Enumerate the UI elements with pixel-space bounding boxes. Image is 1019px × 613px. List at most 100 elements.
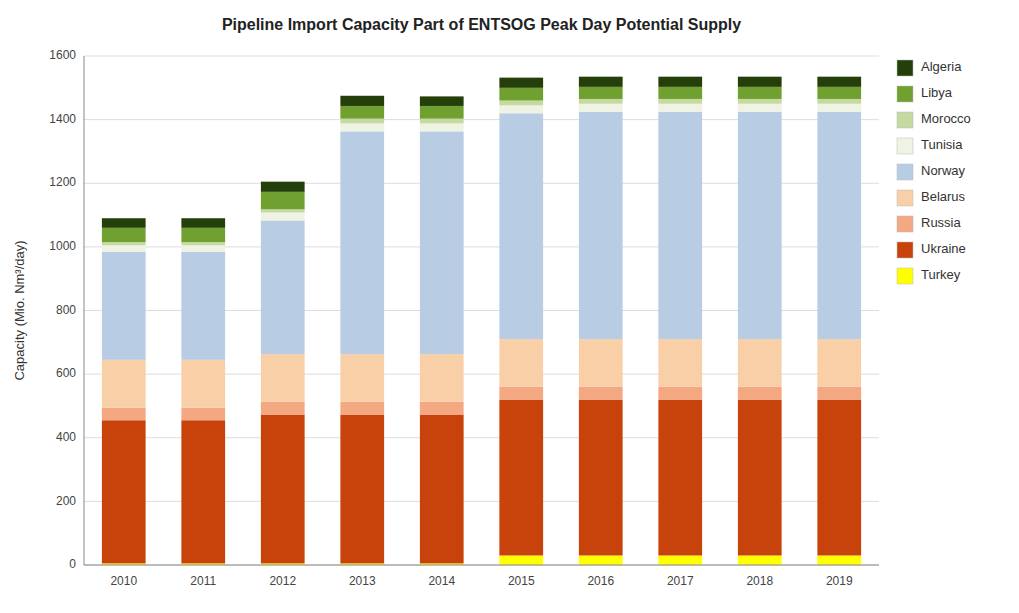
- legend-swatch: [897, 190, 913, 206]
- bar-series: [102, 77, 861, 228]
- bar-segment: [340, 96, 384, 106]
- bar-segment: [340, 123, 384, 131]
- bar-segment: [579, 387, 623, 400]
- bar-segment: [817, 387, 861, 400]
- bar-segment: [499, 88, 543, 101]
- bar-segment: [340, 354, 384, 402]
- bar-segment: [181, 218, 225, 228]
- bar-segment: [102, 218, 146, 228]
- x-tick-label: 2013: [349, 574, 376, 588]
- y-tick-label: 400: [56, 430, 76, 444]
- y-tick-label: 1400: [49, 112, 76, 126]
- bar-segment: [499, 555, 543, 565]
- bar-segment: [102, 252, 146, 360]
- bar-segment: [340, 119, 384, 124]
- bar-segment: [102, 408, 146, 421]
- bar-segment: [181, 242, 225, 245]
- bar-segment: [499, 387, 543, 400]
- y-tick-label: 1600: [49, 48, 76, 62]
- bar-segment: [738, 87, 782, 99]
- bar-segment: [817, 99, 861, 104]
- bar-series: [102, 99, 861, 245]
- bar-segment: [658, 339, 702, 387]
- grid-line: [84, 565, 879, 566]
- legend-label: Algeria: [921, 59, 962, 74]
- x-tick-label: 2011: [190, 574, 216, 588]
- y-tick-label: 200: [56, 494, 76, 508]
- bar-segment: [261, 220, 305, 354]
- bar-segment: [658, 99, 702, 104]
- bar-segment: [340, 106, 384, 119]
- bar-segment: [102, 360, 146, 408]
- bar-segment: [579, 99, 623, 104]
- bar-segment: [420, 123, 464, 131]
- bar-segment: [181, 228, 225, 242]
- y-tick-labels: 02004006008001000120014001600: [49, 48, 76, 571]
- bar-segment: [658, 112, 702, 339]
- bar-segment: [420, 131, 464, 354]
- bar-segment: [181, 420, 225, 563]
- bar-series: [102, 112, 861, 360]
- y-axis-label: Capacity (Mio. Nm³/day): [12, 240, 27, 380]
- bar-segment: [658, 400, 702, 556]
- legend: AlgeriaLibyaMoroccoTunisiaNorwayBelarusR…: [897, 59, 971, 284]
- x-axis-line: [84, 565, 879, 566]
- legend-label: Ukraine: [921, 241, 966, 256]
- bar-segment: [261, 415, 305, 564]
- bar-segment: [420, 402, 464, 415]
- x-tick-label: 2010: [110, 574, 137, 588]
- bar-segment: [658, 387, 702, 400]
- bar-series: [102, 400, 861, 564]
- bar-segment: [738, 339, 782, 387]
- legend-swatch: [897, 242, 913, 258]
- x-tick-label: 2015: [508, 574, 535, 588]
- bar-segment: [499, 101, 543, 106]
- legend-swatch: [897, 86, 913, 102]
- bar-segment: [499, 78, 543, 88]
- bar-segment: [738, 104, 782, 112]
- bar-segment: [579, 87, 623, 99]
- bar-segment: [261, 209, 305, 212]
- bar-segment: [579, 555, 623, 565]
- y-tick-label: 0: [69, 557, 76, 571]
- bar-segment: [579, 112, 623, 339]
- legend-swatch: [897, 164, 913, 180]
- bar-segment: [579, 77, 623, 87]
- bar-segment: [181, 245, 225, 251]
- x-tick-label: 2019: [826, 574, 853, 588]
- bar-series: [102, 104, 861, 252]
- bar-segment: [261, 182, 305, 192]
- bar-segment: [261, 192, 305, 209]
- y-grid: [84, 56, 879, 565]
- bar-segment: [499, 400, 543, 556]
- bar-segment: [658, 77, 702, 87]
- y-tick-label: 1000: [49, 239, 76, 253]
- bar-segment: [102, 242, 146, 245]
- legend-label: Belarus: [921, 189, 966, 204]
- bar-segment: [817, 555, 861, 565]
- legend-swatch: [897, 112, 913, 128]
- bar-segment: [817, 77, 861, 87]
- bars: [102, 77, 861, 565]
- bar-segment: [499, 339, 543, 387]
- legend-label: Tunisia: [921, 137, 963, 152]
- chart-svg: 0200400600800100012001400160020102011201…: [0, 0, 1019, 613]
- bar-segment: [340, 415, 384, 564]
- y-tick-label: 600: [56, 366, 76, 380]
- bar-segment: [738, 77, 782, 87]
- bar-segment: [658, 104, 702, 112]
- y-tick-label: 800: [56, 303, 76, 317]
- chart-container: 0200400600800100012001400160020102011201…: [0, 0, 1019, 613]
- bar-segment: [181, 252, 225, 360]
- legend-label: Morocco: [921, 111, 971, 126]
- bar-segment: [817, 400, 861, 556]
- bar-segment: [181, 360, 225, 408]
- bar-segment: [817, 104, 861, 112]
- bar-segment: [340, 131, 384, 354]
- bar-segment: [738, 400, 782, 556]
- bar-segment: [420, 106, 464, 119]
- x-tick-label: 2018: [746, 574, 773, 588]
- legend-swatch: [897, 216, 913, 232]
- bar-segment: [658, 87, 702, 99]
- x-tick-label: 2017: [667, 574, 694, 588]
